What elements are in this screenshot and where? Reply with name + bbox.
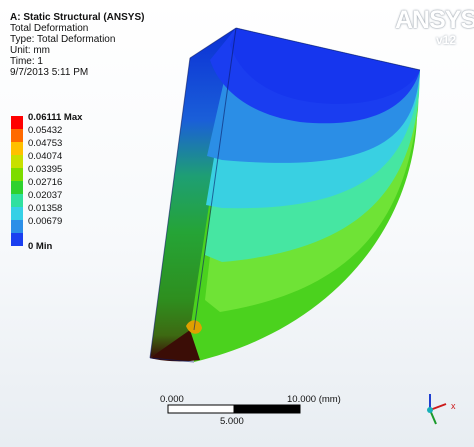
scale-bar: [167, 404, 301, 414]
analysis-title: A: Static Structural (ANSYS): [10, 12, 145, 23]
scale-mid-label: 5.000: [220, 416, 244, 427]
legend-value-8: 0.00679: [28, 216, 63, 227]
contour-hot-zone: [150, 330, 200, 362]
legend-swatch-1: [11, 116, 23, 129]
legend-value-3: 0.04074: [28, 151, 63, 162]
legend-value-1: 0.05432: [28, 125, 63, 136]
result-date: 9/7/2013 5:11 PM: [10, 67, 89, 78]
svg-text:x: x: [451, 401, 456, 411]
legend-value-5: 0.02716: [28, 177, 63, 188]
model-left-face: [150, 28, 236, 358]
legend-swatch-8: [11, 207, 23, 220]
ansys-version: v12: [436, 33, 457, 47]
legend-swatch-10: [11, 233, 23, 246]
result-unit: Unit: mm: [10, 45, 50, 56]
result-type: Type: Total Deformation: [10, 34, 116, 45]
legend-value-4: 0.03395: [28, 164, 63, 175]
legend-value-7: 0.01358: [28, 203, 63, 214]
legend-swatch-6: [11, 181, 23, 194]
ansys-logo: ANSYS: [395, 6, 474, 34]
legend-swatch-4: [11, 155, 23, 168]
scale-right-label: 10.000 (mm): [287, 394, 341, 405]
result-time: Time: 1: [10, 56, 43, 67]
result-name: Total Deformation: [10, 23, 89, 34]
legend-max-label: 0.06111 Max: [28, 112, 83, 123]
legend-value-2: 0.04753: [28, 138, 63, 149]
legend-swatch-9: [11, 220, 23, 233]
scale-left-label: 0.000: [160, 394, 184, 405]
result-info-block: A: Static Structural (ANSYS) Total Defor…: [10, 12, 144, 78]
legend-min-label: 0 Min: [28, 241, 53, 252]
legend-swatch-3: [11, 142, 23, 155]
legend-swatch-7: [11, 194, 23, 207]
legend-value-6: 0.02037: [28, 190, 63, 201]
coordinate-triad-icon[interactable]: x: [427, 394, 456, 425]
legend-swatch-2: [11, 129, 23, 142]
model-edges: [149, 27, 421, 363]
contour-band-blue-top: [230, 28, 420, 104]
legend-swatch-5: [11, 168, 23, 181]
